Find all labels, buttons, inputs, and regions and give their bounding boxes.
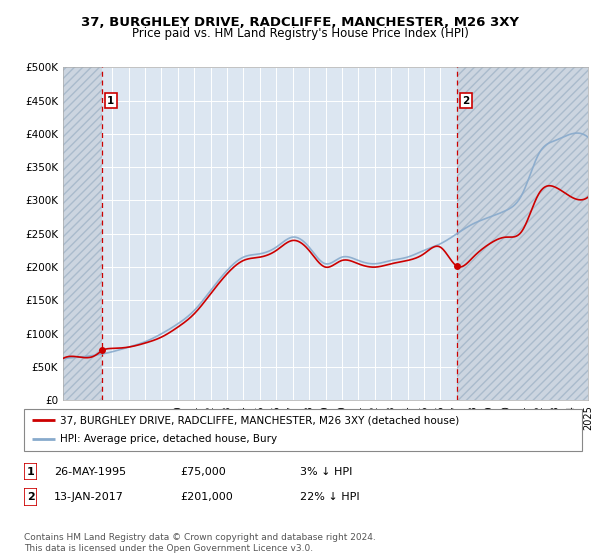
Text: £75,000: £75,000 [180, 466, 226, 477]
Text: 3% ↓ HPI: 3% ↓ HPI [300, 466, 352, 477]
Text: 22% ↓ HPI: 22% ↓ HPI [300, 492, 359, 502]
Text: 13-JAN-2017: 13-JAN-2017 [54, 492, 124, 502]
FancyBboxPatch shape [24, 409, 582, 451]
Text: Price paid vs. HM Land Registry's House Price Index (HPI): Price paid vs. HM Land Registry's House … [131, 27, 469, 40]
Bar [63, 67, 103, 400]
Bar [457, 67, 588, 400]
Text: £201,000: £201,000 [180, 492, 233, 502]
Text: 1: 1 [27, 466, 34, 477]
Text: 2: 2 [463, 96, 470, 105]
Text: 2: 2 [27, 492, 34, 502]
Text: HPI: Average price, detached house, Bury: HPI: Average price, detached house, Bury [60, 435, 277, 445]
Text: Contains HM Land Registry data © Crown copyright and database right 2024.
This d: Contains HM Land Registry data © Crown c… [24, 533, 376, 553]
Text: 37, BURGHLEY DRIVE, RADCLIFFE, MANCHESTER, M26 3XY: 37, BURGHLEY DRIVE, RADCLIFFE, MANCHESTE… [81, 16, 519, 29]
FancyBboxPatch shape [24, 463, 37, 480]
Text: 26-MAY-1995: 26-MAY-1995 [54, 466, 126, 477]
Text: 37, BURGHLEY DRIVE, RADCLIFFE, MANCHESTER, M26 3XY (detached house): 37, BURGHLEY DRIVE, RADCLIFFE, MANCHESTE… [60, 415, 460, 425]
FancyBboxPatch shape [24, 488, 37, 506]
Text: 1: 1 [107, 96, 115, 105]
